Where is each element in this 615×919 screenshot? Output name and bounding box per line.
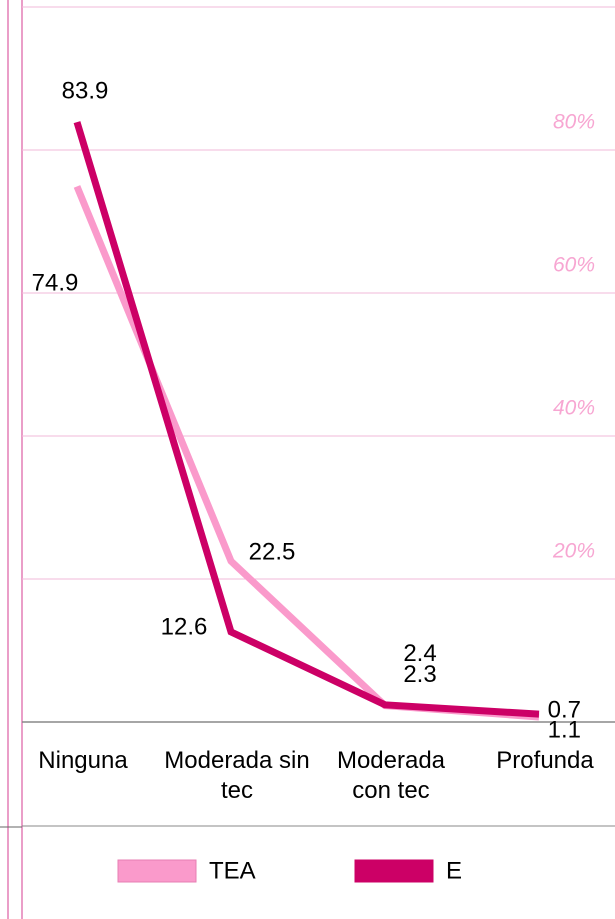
y-tick-label: 40% xyxy=(553,397,595,420)
y-tick-label: 20% xyxy=(552,540,595,563)
data-label: 22.5 xyxy=(249,538,296,565)
legend-label: E xyxy=(446,857,462,884)
x-tick-label: Moderada sin tec xyxy=(164,747,310,804)
series-line xyxy=(73,121,540,718)
x-tick-label: Moderada con tec xyxy=(336,747,446,804)
data-label: 83.9 xyxy=(62,77,109,104)
data-label: 2.4 xyxy=(403,640,436,667)
legend-swatch xyxy=(117,859,197,883)
data-label: 0.7 xyxy=(548,696,581,723)
x-tick-label: Profunda xyxy=(496,747,594,774)
legend-label: TEA xyxy=(209,857,256,884)
data-label: 2.3 xyxy=(403,661,436,688)
y-tick-label: 60% xyxy=(553,254,595,277)
series-line xyxy=(73,185,540,721)
data-label: 12.6 xyxy=(161,613,208,640)
x-tick-label: Ninguna xyxy=(38,747,128,774)
data-label: 1.1 xyxy=(548,716,581,743)
data-label: 74.9 xyxy=(32,269,79,296)
y-tick-label: 80% xyxy=(553,111,595,134)
legend-swatch xyxy=(354,859,434,883)
